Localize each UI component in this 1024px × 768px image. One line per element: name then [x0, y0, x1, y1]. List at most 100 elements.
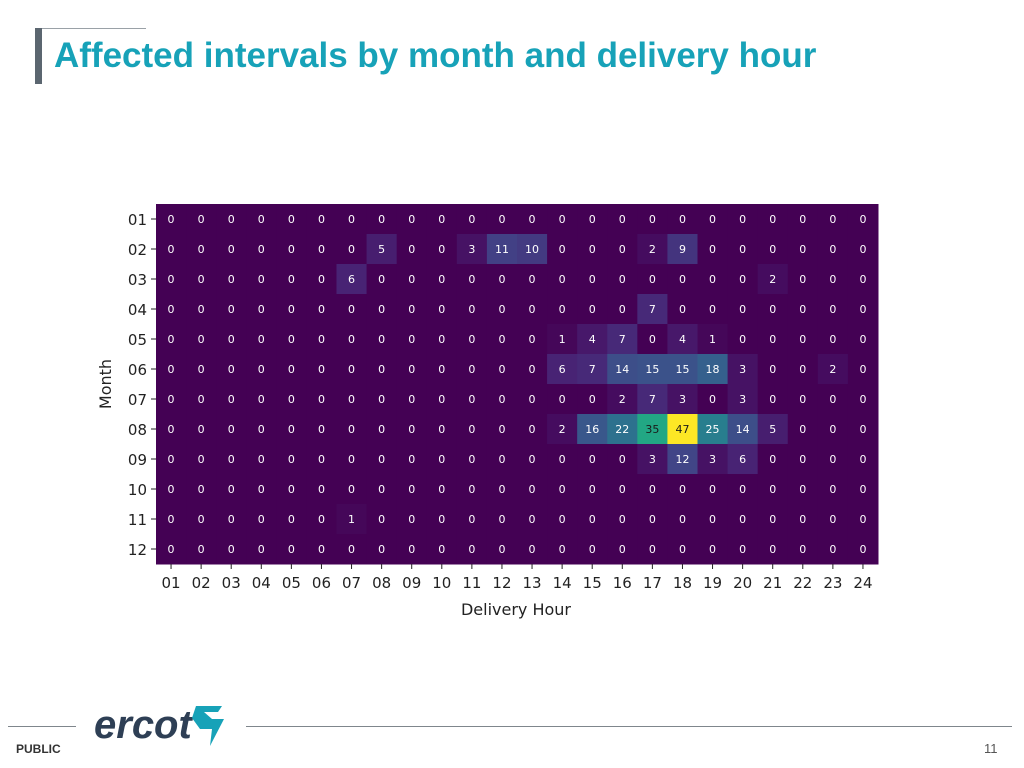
- heatmap-cell-label: 12: [675, 453, 689, 466]
- heatmap-cell: [667, 204, 698, 235]
- heatmap-cell-label: 0: [198, 333, 205, 346]
- heatmap-cell: [727, 384, 759, 415]
- heatmap-cell-label: 0: [258, 303, 265, 316]
- heatmap-cell: [847, 264, 879, 295]
- heatmap-cell: [186, 474, 217, 505]
- heatmap-cell: [366, 414, 398, 445]
- heatmap-cell-label: 0: [258, 363, 265, 376]
- heatmap-cell-label: 0: [709, 303, 716, 316]
- heatmap-cell-label: 0: [318, 483, 325, 496]
- heatmap-cell: [396, 294, 428, 325]
- heatmap-cell-label: 0: [198, 423, 205, 436]
- heatmap-cell: [456, 234, 488, 265]
- heatmap-cell-label: 10: [525, 243, 539, 256]
- heatmap-cell-label: 0: [529, 453, 536, 466]
- heatmap-cell-label: 0: [258, 243, 265, 256]
- heatmap-cell: [396, 384, 428, 415]
- heatmap-cell: [787, 504, 819, 535]
- heatmap-cell-label: 0: [589, 543, 596, 556]
- heatmap-cell-label: 1: [348, 513, 355, 526]
- heatmap-cell: [847, 474, 879, 505]
- heatmap-cell-label: 0: [859, 363, 866, 376]
- heatmap-cell-label: 0: [168, 243, 175, 256]
- heatmap-cell: [426, 504, 458, 535]
- heatmap-cell-label: 0: [198, 453, 205, 466]
- heatmap-cell-label: 0: [258, 393, 265, 406]
- heatmap-cell: [306, 414, 337, 445]
- heatmap-cell: [607, 444, 638, 475]
- heatmap-cell: [637, 444, 668, 475]
- heatmap-cell: [216, 414, 247, 445]
- heatmap-cell: [366, 204, 398, 235]
- heatmap-cell-label: 4: [679, 333, 686, 346]
- heatmap-cell: [486, 444, 518, 475]
- x-tick-label: 07: [342, 574, 361, 592]
- heatmap-cell: [517, 354, 548, 385]
- heatmap-cell: [336, 504, 368, 535]
- heatmap-cell: [787, 234, 819, 265]
- heatmap-cell-label: 0: [679, 213, 686, 226]
- heatmap-cell-label: 0: [829, 453, 836, 466]
- y-tick-label: 08: [128, 421, 147, 439]
- heatmap-cell-label: 0: [859, 513, 866, 526]
- heatmap-cell: [547, 354, 578, 385]
- heatmap-cell: [396, 474, 428, 505]
- heatmap-cell-label: 0: [709, 513, 716, 526]
- heatmap-cell-label: 1: [709, 333, 716, 346]
- heatmap-cell: [246, 414, 277, 445]
- slide-title: Affected intervals by month and delivery…: [54, 36, 817, 75]
- heatmap-cell-label: 0: [168, 273, 175, 286]
- y-tick-label: 06: [128, 361, 147, 379]
- heatmap-cell: [246, 504, 277, 535]
- heatmap-cell: [697, 444, 729, 475]
- heatmap-cell-label: 0: [408, 423, 415, 436]
- x-tick-label: 12: [492, 574, 511, 592]
- heatmap-cell-label: 0: [769, 393, 776, 406]
- heatmap-cell: [667, 504, 698, 535]
- heatmap-cell-label: 0: [258, 513, 265, 526]
- heatmap-cell-label: 0: [258, 483, 265, 496]
- x-tick-label: 23: [823, 574, 842, 592]
- heatmap-cell-label: 14: [615, 363, 629, 376]
- heatmap-cell-label: 0: [348, 333, 355, 346]
- heatmap-cell: [667, 294, 698, 325]
- heatmap-cell-label: 7: [649, 303, 656, 316]
- heatmap-cell: [727, 234, 759, 265]
- heatmap-cell: [547, 294, 578, 325]
- heatmap-cell-label: 0: [799, 543, 806, 556]
- heatmap-cell-label: 0: [498, 333, 505, 346]
- heatmap-cell-label: 0: [168, 393, 175, 406]
- heatmap-cell: [336, 294, 368, 325]
- heatmap-cell: [727, 264, 759, 295]
- heatmap-cell-label: 0: [348, 543, 355, 556]
- heatmap-cell-label: 0: [559, 303, 566, 316]
- x-tick-label: 11: [462, 574, 481, 592]
- heatmap-cells: 0 0 0 0 0 0 0 0 0 0 0 0 0 0 0 0 0 0 0 0 0 0 0 00 0 0 0 0 0 0 5 0 0 3 11 10 0…: [156, 204, 879, 565]
- heatmap-cell-label: 0: [378, 303, 385, 316]
- heatmap-cell-label: 0: [288, 273, 295, 286]
- heatmap-cell-label: 0: [498, 543, 505, 556]
- heatmap-cell-label: 0: [198, 513, 205, 526]
- heatmap-cell-label: 0: [378, 213, 385, 226]
- logo-bolt-icon: [192, 706, 224, 746]
- heatmap-cell: [637, 534, 668, 565]
- heatmap-cell-label: 0: [438, 333, 445, 346]
- heatmap-cell: [547, 324, 578, 355]
- heatmap-cell: [246, 264, 277, 295]
- heatmap-cell: [426, 444, 458, 475]
- heatmap-cell-label: 0: [709, 273, 716, 286]
- heatmap-cell: [246, 234, 277, 265]
- heatmap-cell: [336, 324, 368, 355]
- heatmap-cell: [366, 294, 398, 325]
- heatmap-cell: [517, 294, 548, 325]
- heatmap-cell-label: 0: [709, 483, 716, 496]
- heatmap-cell: [637, 234, 668, 265]
- heatmap-cell: [757, 384, 789, 415]
- x-tick-label: 08: [372, 574, 391, 592]
- heatmap-cell-label: 0: [288, 243, 295, 256]
- heatmap-cell: [366, 534, 398, 565]
- title-rule: [42, 28, 146, 29]
- heatmap-cell: [336, 534, 368, 565]
- heatmap-cell: [366, 504, 398, 535]
- heatmap-cell-label: 0: [258, 543, 265, 556]
